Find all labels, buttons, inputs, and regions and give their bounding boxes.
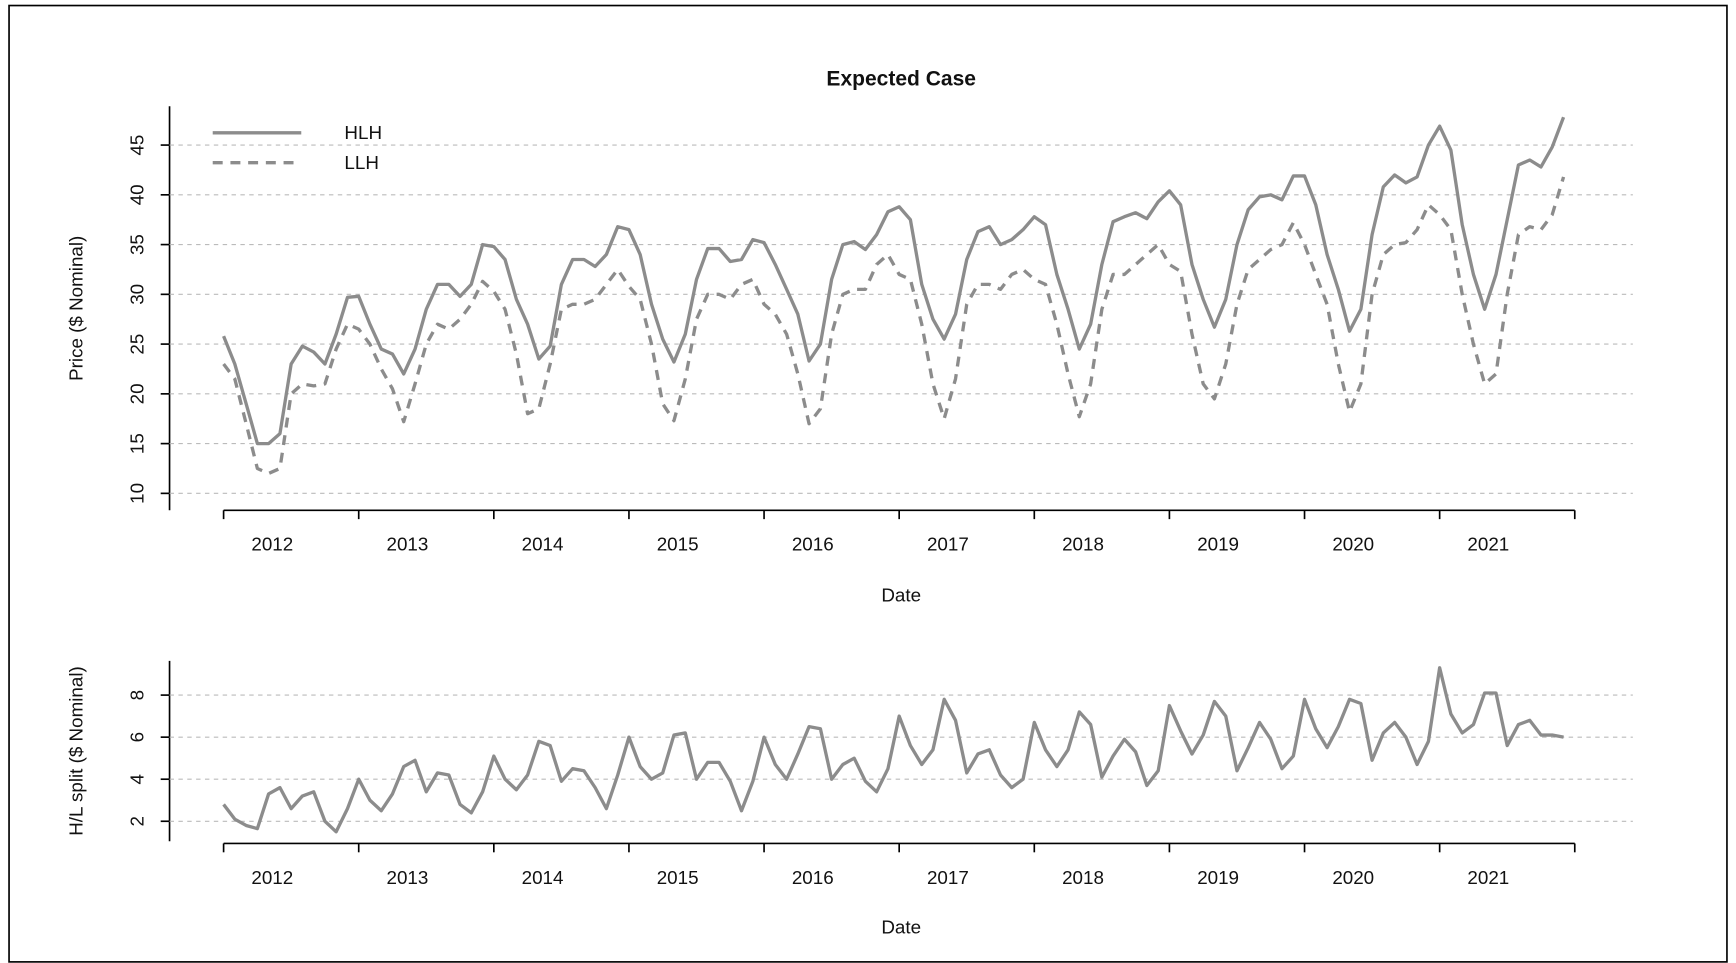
y-tick-label: 15	[127, 433, 148, 454]
x-tick-label: 2016	[792, 867, 834, 888]
series-line	[222, 666, 1564, 834]
x-tick-label: 2012	[251, 867, 293, 888]
y-tick-label: 35	[127, 234, 148, 255]
x-tick-label: 2015	[657, 534, 699, 555]
x-axis-label: Date	[881, 585, 921, 606]
y-tick-label: 8	[127, 690, 148, 700]
x-tick-label: 2017	[927, 867, 969, 888]
x-tick-label: 2014	[522, 534, 564, 555]
y-tick-label: 20	[127, 383, 148, 404]
x-tick-label: 2012	[251, 534, 293, 555]
y-tick-label: 45	[127, 135, 148, 156]
y-tick-label: 2	[127, 816, 148, 826]
x-tick-label: 2014	[522, 867, 564, 888]
x-tick-label: 2018	[1062, 867, 1104, 888]
y-tick-label: 25	[127, 334, 148, 355]
x-tick-label: 2013	[387, 534, 429, 555]
x-axis-label: Date	[881, 917, 921, 938]
x-tick-label: 2019	[1197, 534, 1239, 555]
y-axis-label: Price ($ Nominal)	[66, 236, 87, 381]
y-axis-label: H/L split ($ Nominal)	[66, 666, 87, 836]
x-tick-label: 2019	[1197, 867, 1239, 888]
x-tick-label: 2018	[1062, 534, 1104, 555]
x-tick-label: 2020	[1332, 534, 1374, 555]
x-tick-label: 2015	[657, 867, 699, 888]
y-tick-label: 4	[127, 774, 148, 784]
x-tick-label: 2021	[1467, 534, 1509, 555]
legend-label: LLH	[344, 152, 378, 173]
chart-title: Expected Case	[826, 67, 976, 90]
series-line	[222, 116, 1566, 446]
x-tick-label: 2020	[1332, 867, 1374, 888]
y-tick-label: 30	[127, 284, 148, 305]
x-tick-label: 2013	[387, 867, 429, 888]
y-tick-label: 10	[127, 483, 148, 504]
series-line	[222, 176, 1566, 476]
x-tick-label: 2016	[792, 534, 834, 555]
frame	[8, 4, 1728, 963]
legend-label: HLH	[344, 122, 382, 143]
y-tick-label: 40	[127, 184, 148, 205]
x-tick-label: 2021	[1467, 867, 1509, 888]
y-tick-label: 6	[127, 732, 148, 742]
x-tick-label: 2017	[927, 534, 969, 555]
